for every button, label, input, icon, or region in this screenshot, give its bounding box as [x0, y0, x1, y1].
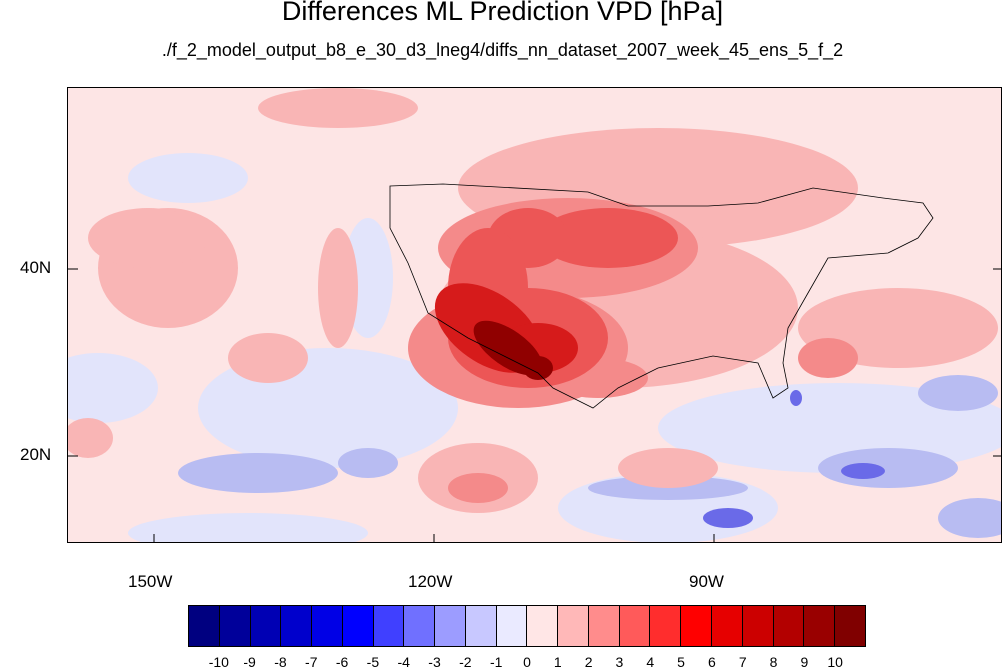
- colorbar-label: -2: [459, 654, 472, 670]
- colorbar-label: -5: [366, 654, 380, 670]
- map-title: Differences ML Prediction VPD [hPa]: [281, 0, 724, 26]
- colorbar-label: 3: [615, 654, 624, 670]
- colorbar-swatch: [435, 606, 466, 646]
- colorbar-swatch: [189, 606, 220, 646]
- colorbar: [188, 605, 866, 647]
- colorbar-label: 2: [584, 654, 593, 670]
- colorbar-label: 4: [646, 654, 655, 670]
- lon-label-150w: 150W: [128, 572, 173, 591]
- colorbar-label: -1: [489, 654, 503, 670]
- colorbar-label: 5: [677, 654, 685, 670]
- colorbar-swatch: [588, 606, 620, 646]
- lon-label-120w: 120W: [408, 572, 453, 591]
- colorbar-swatch: [281, 606, 313, 646]
- colorbar-swatch: [312, 606, 343, 646]
- colorbar-label: -8: [274, 654, 287, 670]
- colorbar-label: -6: [335, 654, 349, 670]
- colorbar-swatch: [465, 606, 497, 646]
- map-ticks: [68, 268, 1001, 542]
- colorbar-swatch: [404, 606, 436, 646]
- colorbar-swatch: [804, 606, 836, 646]
- colorbar-swatch: [681, 606, 713, 646]
- colorbar-swatch: [619, 606, 651, 646]
- vpd-difference-field: [68, 88, 1001, 542]
- colorbar-swatch: [558, 606, 589, 646]
- colorbar-swatch: [835, 606, 865, 646]
- map-panel: [67, 87, 1002, 543]
- colorbar-swatch: [650, 606, 682, 646]
- colorbar-swatch: [342, 606, 374, 646]
- colorbar-swatch: [219, 606, 251, 646]
- us-outline: [389, 183, 934, 409]
- colorbar-swatch: [373, 606, 405, 646]
- colorbar-swatch: [527, 606, 559, 646]
- colorbar-label: 6: [708, 654, 716, 670]
- colorbar-swatch: [496, 606, 528, 646]
- colorbar-label: -4: [397, 654, 410, 670]
- colorbar-label: 8: [769, 654, 778, 670]
- colorbar-swatch: [712, 606, 743, 646]
- colorbar-label: -9: [243, 654, 256, 670]
- colorbar-swatch: [250, 606, 282, 646]
- map-subtitle: ./f_2_model_output_b8_e_30_d3_lneg4/diff…: [161, 40, 844, 60]
- colorbar-label: 9: [800, 654, 809, 670]
- colorbar-swatch: [742, 606, 774, 646]
- lat-label-40n: 40N: [20, 258, 52, 277]
- lat-label-20n: 20N: [20, 445, 52, 464]
- colorbar-label: 1: [553, 654, 562, 670]
- colorbar-swatch: [773, 606, 805, 646]
- negative-strong-regions: [703, 390, 885, 528]
- colorbar-label: 10: [827, 654, 843, 670]
- colorbar-label: -3: [428, 654, 441, 670]
- lon-label-90w: 90W: [689, 572, 724, 591]
- colorbar-label: -7: [305, 654, 318, 670]
- positive-max-regions: [473, 320, 553, 380]
- colorbar-label: 7: [738, 654, 747, 670]
- colorbar-label: -10: [208, 654, 229, 670]
- colorbar-label: 0: [523, 654, 531, 670]
